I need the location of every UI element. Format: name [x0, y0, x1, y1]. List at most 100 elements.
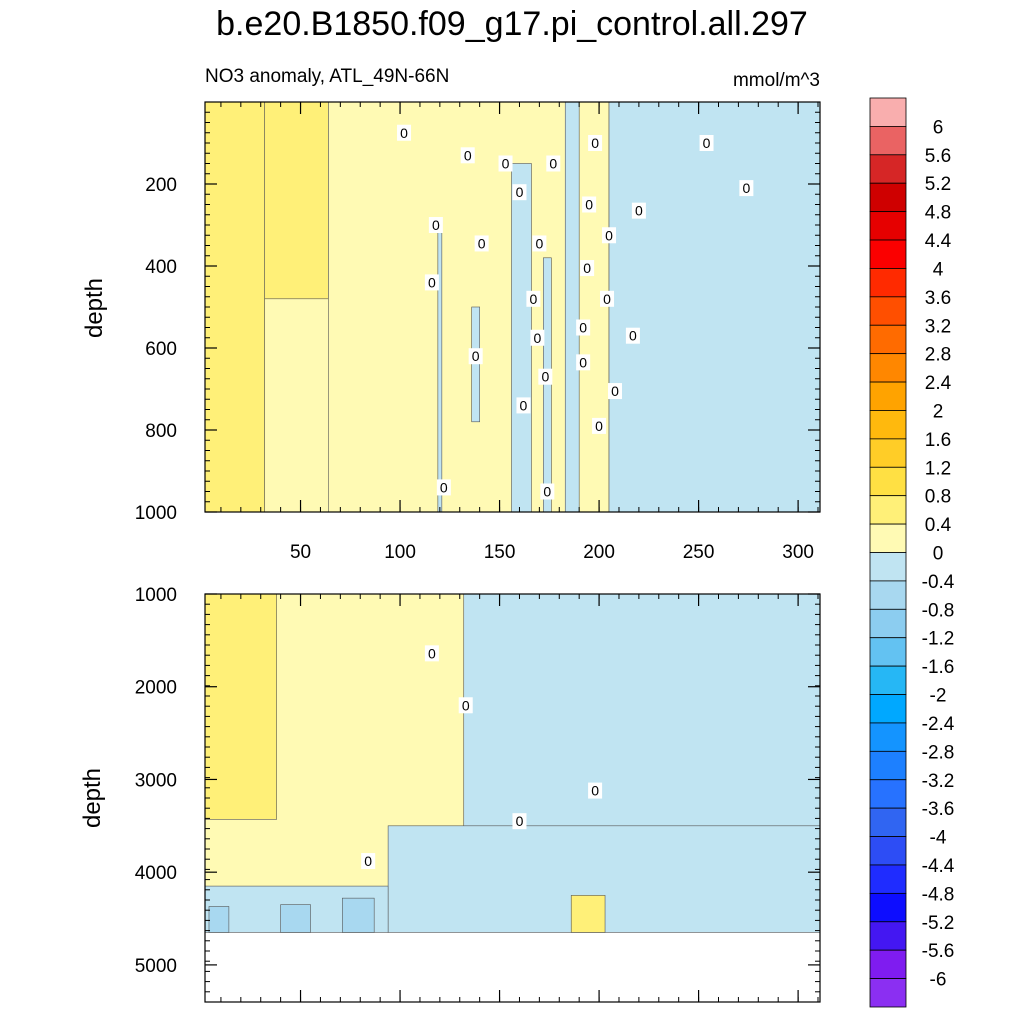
- contour-label-bg: [428, 217, 443, 233]
- contour-region: [205, 102, 266, 512]
- colorbar-label: -6: [930, 970, 947, 991]
- colorbar-box: [869, 466, 907, 497]
- contour-label: 0: [361, 853, 376, 870]
- chart-subtitle: NO3 anomaly, ATL_49N-66N: [205, 66, 449, 87]
- colorbar-label: 2: [933, 401, 944, 422]
- colorbar-label: -2.8: [922, 742, 955, 763]
- colorbar-label: -4: [930, 828, 947, 849]
- contour-label: 0: [468, 348, 483, 365]
- colorbar-box: [869, 353, 907, 383]
- contour-label: 0: [460, 147, 475, 164]
- colorbar-label: 2.4: [925, 373, 952, 394]
- contour-region: [471, 306, 480, 423]
- contour-label-bg: [608, 383, 622, 400]
- colorbar-label: 1.6: [925, 430, 951, 451]
- colorbar-label: 6: [933, 117, 944, 138]
- contour-label-bg: [468, 348, 483, 365]
- contour-label-text: 0: [400, 125, 408, 141]
- colorbar-box: [869, 608, 907, 639]
- colorbar-box: [869, 665, 907, 695]
- colorbar-box: [869, 97, 907, 127]
- plot-area: 0 0 0 0 0: [205, 594, 820, 933]
- colorbar-box: [869, 324, 907, 355]
- contour-label-bg: [540, 483, 555, 500]
- contour-label: 0: [739, 180, 754, 197]
- contour-label-bg: [631, 202, 646, 219]
- contour-label-text: 0: [529, 291, 537, 307]
- colorbar-box: [869, 239, 907, 269]
- contour-label-bg: [592, 417, 607, 434]
- contour-label: 0: [631, 202, 646, 219]
- colorbar-label: -4.8: [922, 884, 955, 905]
- contour-label-text: 0: [635, 203, 643, 219]
- contour-label-text: 0: [583, 260, 591, 276]
- contour-label: 0: [588, 135, 603, 151]
- colorbar-box: [869, 296, 907, 326]
- contour-label-text: 0: [520, 397, 528, 413]
- y-tick-label: 400: [145, 257, 177, 278]
- colorbar-label: -3.2: [922, 771, 955, 792]
- x-tick-label: 200: [583, 542, 615, 563]
- contour-label: 0: [458, 697, 473, 714]
- contour-label-bg: [424, 274, 439, 291]
- contour-label: 0: [538, 368, 553, 385]
- colorbar-box: [869, 126, 907, 156]
- y-tick-label: 1000: [135, 503, 177, 524]
- colorbar-box: [869, 381, 907, 411]
- contour-region: [328, 102, 610, 512]
- contour-label: 0: [699, 135, 714, 151]
- colorbar-label: -1.6: [922, 657, 955, 678]
- contour-label-bg: [576, 354, 591, 371]
- colorbar-box: [869, 154, 907, 184]
- y-tick-label: 1000: [135, 585, 177, 606]
- contour-label-text: 0: [464, 147, 472, 163]
- y-tick-label: 800: [145, 421, 177, 442]
- contour-label: 0: [530, 329, 545, 346]
- contour-label-text: 0: [585, 197, 593, 213]
- contour-region: [437, 224, 443, 512]
- contour-region: [205, 594, 277, 820]
- colorbar-box: [869, 949, 907, 979]
- contour-label-text: 0: [742, 180, 750, 196]
- contour-label-text: 0: [364, 853, 372, 869]
- contour-label: 0: [428, 217, 443, 233]
- contour-label-text: 0: [472, 348, 480, 364]
- colorbar-label: -1.2: [922, 629, 955, 650]
- contour-region: [463, 594, 820, 827]
- contour-label: 0: [424, 645, 439, 662]
- x-tick-label: 150: [484, 542, 516, 563]
- contour-label: 0: [576, 354, 591, 371]
- colorbar-box: [869, 552, 907, 582]
- contour-label: 0: [474, 235, 489, 252]
- contour-label-text: 0: [595, 418, 603, 434]
- colorbar-box: [869, 182, 907, 213]
- colorbar-label: 5.6: [925, 146, 951, 167]
- colorbar-box: [869, 211, 907, 241]
- contour-label-bg: [625, 327, 640, 344]
- contour-label-bg: [582, 196, 597, 213]
- colorbar-box: [869, 438, 907, 468]
- x-tick-label: 250: [683, 542, 715, 563]
- x-tick-label: 50: [290, 542, 311, 563]
- y-tick-label: 4000: [135, 863, 177, 884]
- colorbar-box: [869, 694, 907, 724]
- contour-region: [564, 102, 580, 512]
- contour-label: 0: [546, 155, 561, 172]
- contour-label-text: 0: [502, 156, 510, 172]
- colorbar-label: 2.8: [925, 345, 951, 366]
- contour-label-text: 0: [428, 645, 436, 661]
- colorbar: 6 5.6 5.2 4.8 4.4 4 3.6 3.2 2.8 2.4 2 1.6 1.2 0.8 0.4 0…: [869, 97, 955, 1008]
- contour-label-text: 0: [432, 217, 440, 233]
- y-tick-label: 200: [145, 175, 177, 196]
- lower-ylabel: depth: [79, 768, 106, 828]
- contour-label-text: 0: [535, 235, 543, 251]
- contour-label: 0: [436, 479, 451, 496]
- contour-label-bg: [576, 319, 591, 336]
- contour-label: 0: [516, 397, 531, 414]
- colorbar-label: 4.4: [925, 231, 952, 252]
- contour-label-text: 0: [629, 328, 637, 344]
- contour-label-bg: [600, 290, 615, 307]
